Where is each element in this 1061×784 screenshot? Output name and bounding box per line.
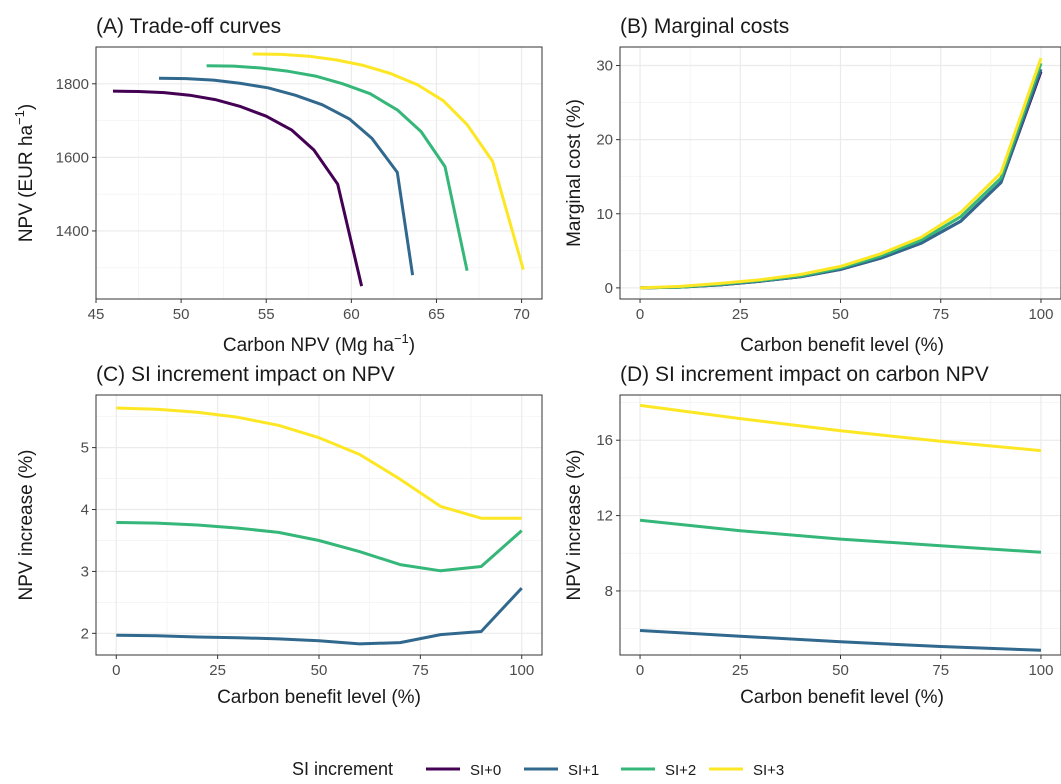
panel-c-ticks: 0 25 50 75 100 2 3 4 5: [81, 440, 535, 679]
tick-label-y: 2: [81, 625, 89, 642]
series-line-si-plus-3: [252, 52, 525, 271]
panel-b-grid: [620, 47, 1061, 299]
tick-label-x: 55: [258, 306, 275, 323]
panel-a-title: (A) Trade-off curves: [96, 15, 281, 38]
series-line-si-plus-3: [116, 406, 522, 520]
panel-c: (C) SI increment impact on NPV 0 25 50 75 10…: [16, 363, 543, 708]
tick-label-y: 1800: [56, 76, 89, 93]
tick-label-x: 75: [412, 662, 429, 679]
tick-label-y: 8: [605, 583, 613, 600]
series-line-si-plus-2: [116, 521, 523, 573]
panel-b-title: (B) Marginal costs: [620, 15, 789, 38]
tick-label-x: 50: [311, 662, 328, 679]
tick-label-x: 65: [428, 306, 445, 323]
panel-a: (A) Trade-off curves 45 50 55 60 65 70 1400 160…: [12, 15, 543, 356]
panel-a-ylabel: NPV (EUR ha−1): [12, 104, 37, 242]
tick-label-x: 70: [513, 306, 530, 323]
panel-a-frame: [95, 46, 543, 300]
panel-d-lines: [639, 403, 1042, 652]
series-line-si-plus-1: [116, 587, 523, 646]
tick-label-x: 50: [832, 306, 849, 323]
series-line-si-plus-3: [639, 403, 1042, 453]
tick-label-y: 16: [596, 432, 613, 449]
panel-a-grid: [95, 47, 542, 299]
legend-title: SI increment: [292, 759, 393, 779]
series-line-si-plus-2: [206, 64, 469, 272]
tick-label-x: 0: [636, 662, 644, 679]
panel-a-xlabel: Carbon NPV (Mg ha−1): [223, 331, 415, 356]
tick-label-y: 12: [596, 508, 613, 525]
legend-item-si1: SI+1: [524, 762, 599, 779]
series-line-si-plus-0: [112, 89, 364, 287]
tick-label-x: 100: [509, 662, 534, 679]
panel-d-title: (D) SI increment impact on carbon NPV: [620, 363, 989, 386]
panel-b-xlabel: Carbon benefit level (%): [740, 335, 944, 356]
tick-label-x: 45: [88, 306, 105, 323]
panel-b-ticks: 0 25 50 75 100 0 10 20 30: [596, 58, 1053, 323]
panel-b: (B) Marginal costs 0 25 50 75 100 0 10 20 30 Car…: [564, 15, 1061, 356]
legend: SI increment SI+0 SI+1 SI+2 SI+3: [292, 759, 784, 779]
series-line-si-plus-1: [639, 629, 1042, 652]
panel-d-xlabel: Carbon benefit level (%): [740, 687, 944, 708]
tick-label-x: 75: [932, 306, 949, 323]
series-line-si-plus-3: [639, 57, 1043, 290]
tick-label-x: 0: [112, 662, 120, 679]
tick-label-y: 3: [81, 563, 89, 580]
panel-b-ylabel: Marginal cost (%): [564, 99, 585, 247]
tick-label-x: 25: [732, 306, 749, 323]
tick-label-x: 50: [832, 662, 849, 679]
legend-item-si2: SI+2: [621, 762, 696, 779]
panel-d-ticks: 0 25 50 75 100 8 12 16: [596, 432, 1053, 679]
tick-label-x: 100: [1028, 306, 1053, 323]
panel-d: (D) SI increment impact on carbon NPV 0 2…: [564, 363, 1061, 708]
tick-label-x: 100: [1028, 662, 1053, 679]
panel-a-ticks: 45 50 55 60 65 70 1400 1600 1800: [56, 76, 530, 323]
tick-label-y: 20: [596, 132, 613, 149]
tick-label-x: 0: [636, 306, 644, 323]
series-line-si-plus-1: [158, 76, 415, 276]
panel-c-xlabel: Carbon benefit level (%): [217, 687, 421, 708]
panel-c-grid: [96, 395, 542, 655]
panel-a-background: [96, 47, 542, 299]
panel-c-lines: [116, 406, 523, 646]
tick-label-x: 25: [209, 662, 226, 679]
panel-d-ylabel: NPV increase (%): [564, 450, 585, 601]
legend-label-si2: SI+2: [665, 762, 696, 779]
tick-label-x: 60: [343, 306, 360, 323]
legend-label-si3: SI+3: [753, 762, 784, 779]
panel-c-ylabel: NPV increase (%): [16, 450, 37, 601]
tick-label-y: 1600: [56, 149, 89, 166]
tick-label-x: 50: [173, 306, 190, 323]
legend-label-si0: SI+0: [470, 762, 501, 779]
legend-label-si1: SI+1: [568, 762, 599, 779]
tick-label-y: 0: [605, 280, 613, 297]
tick-label-y: 30: [596, 58, 613, 75]
tick-label-y: 10: [596, 206, 613, 223]
series-line-si-plus-2: [639, 518, 1042, 554]
tick-label-x: 25: [732, 662, 749, 679]
panel-c-title: (C) SI increment impact on NPV: [96, 363, 395, 386]
tick-label-y: 5: [81, 440, 89, 457]
panel-a-lines: [112, 52, 525, 287]
panel-b-lines: [639, 57, 1043, 290]
tick-label-x: 75: [932, 662, 949, 679]
legend-item-si0: SI+0: [426, 762, 501, 779]
tick-label-y: 1400: [56, 223, 89, 240]
tick-label-y: 4: [81, 502, 89, 519]
legend-item-si3: SI+3: [709, 762, 784, 779]
